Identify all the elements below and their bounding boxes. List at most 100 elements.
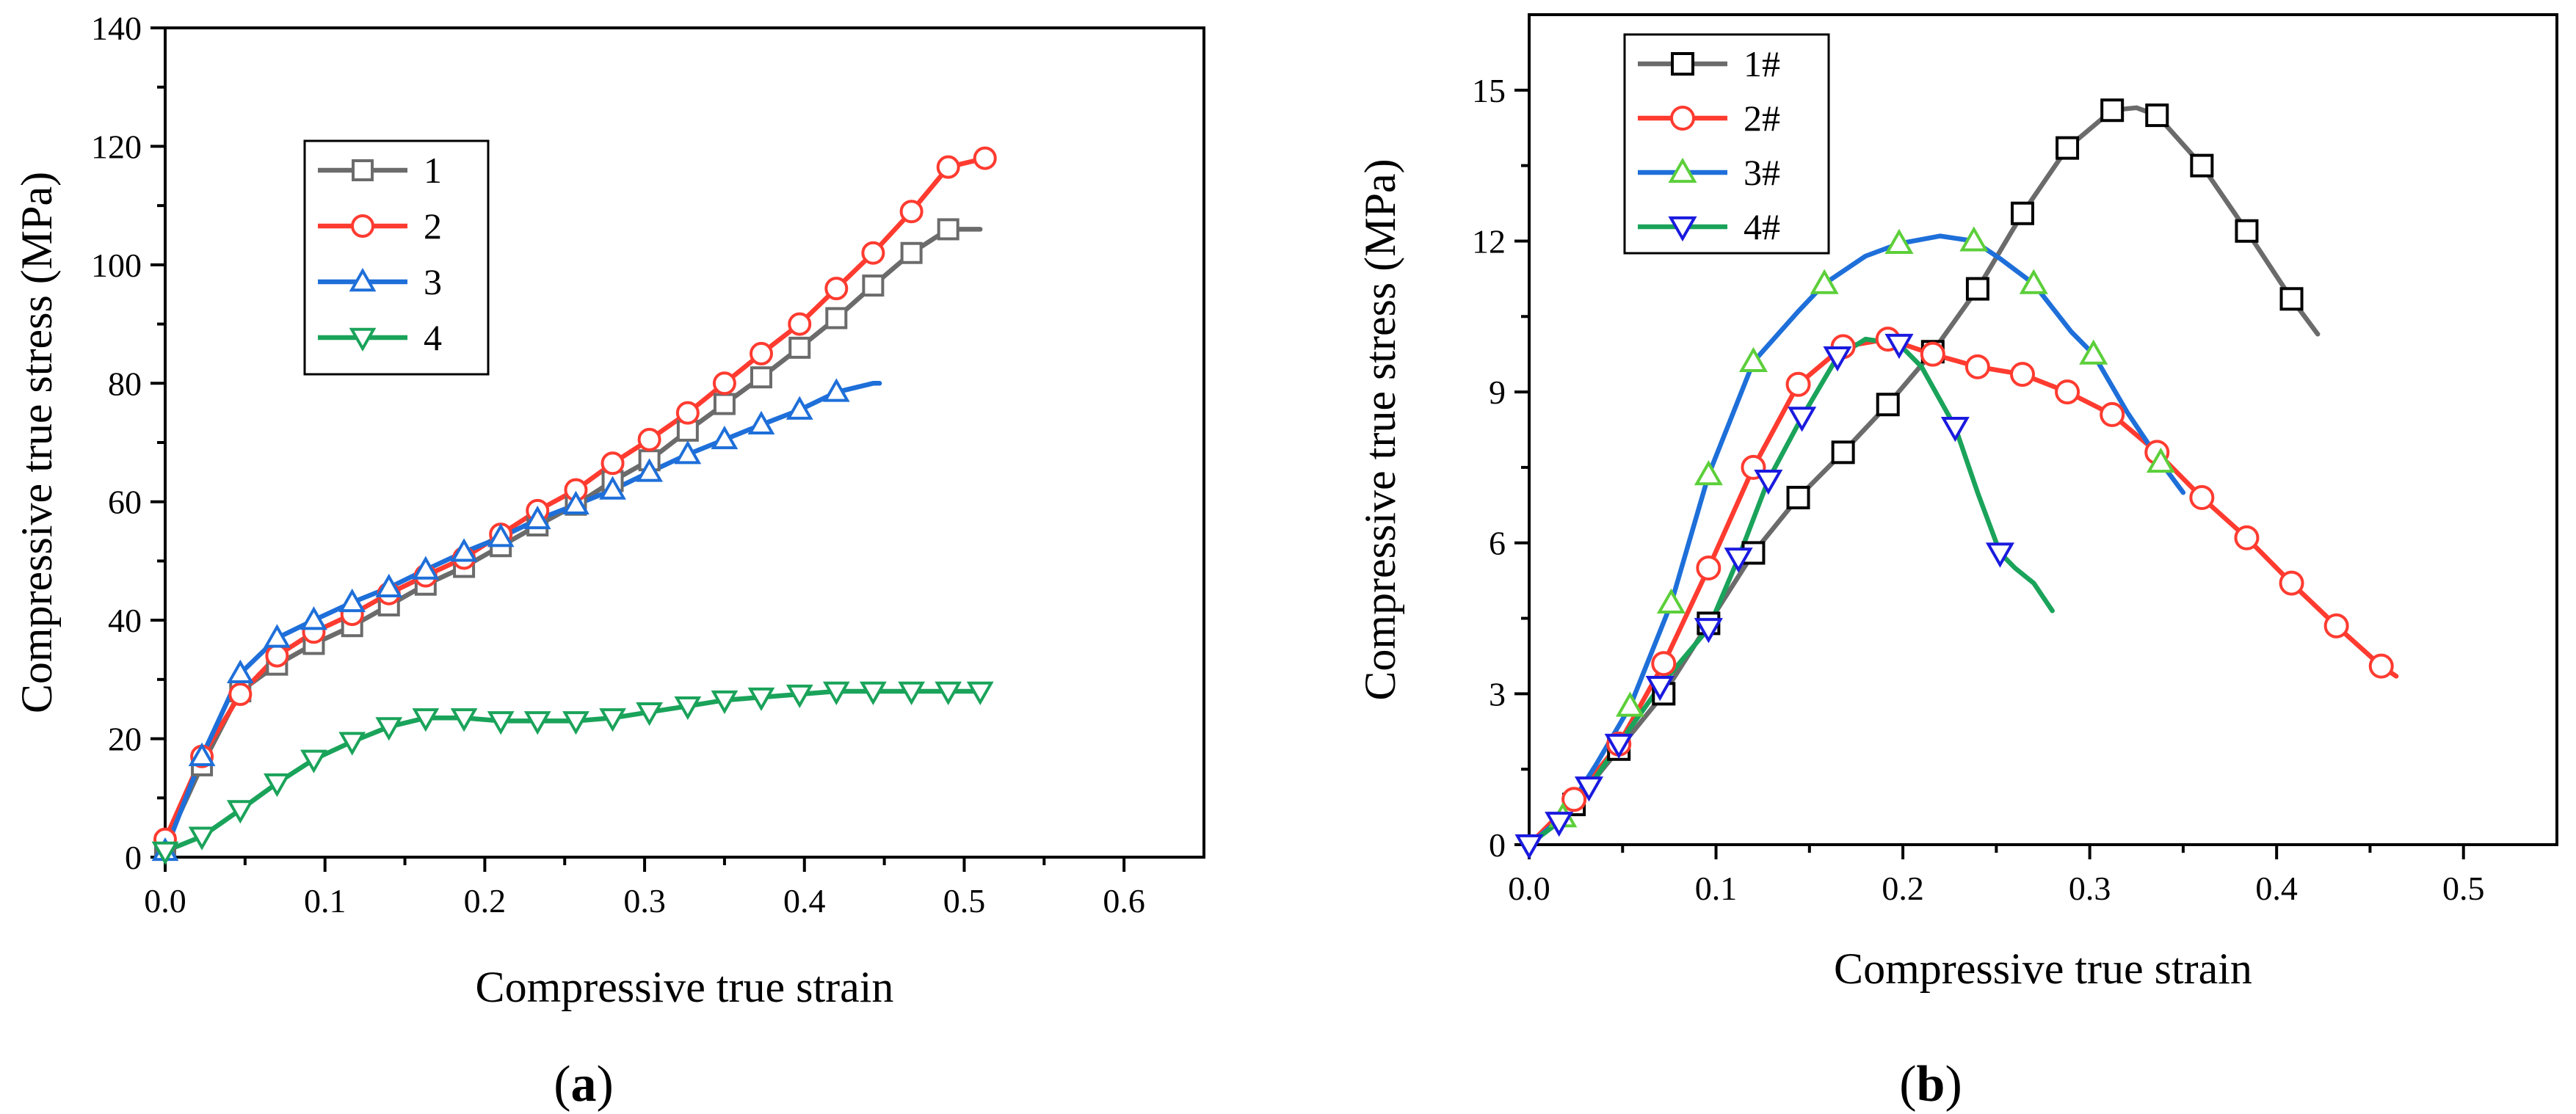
x-tick-label: 0.4 xyxy=(783,882,826,920)
legend-label-4: 4 xyxy=(424,317,442,358)
data-point-2 xyxy=(1785,371,1811,397)
data-point-4 xyxy=(375,717,403,741)
data-point-2 xyxy=(861,241,885,265)
data-point-4 xyxy=(523,711,551,735)
data-point-3 xyxy=(1810,269,1839,294)
y-tick-label: 0 xyxy=(125,839,142,876)
data-point-4 xyxy=(935,681,962,705)
data-point-2 xyxy=(2323,613,2349,638)
data-point-2 xyxy=(601,451,625,476)
data-point-1 xyxy=(788,336,811,359)
data-point-4 xyxy=(1604,733,1633,760)
data-point-3 xyxy=(338,588,366,613)
y-tick-label: 0 xyxy=(1489,826,1506,864)
data-point-3 xyxy=(599,476,626,500)
data-point-4 xyxy=(859,681,887,705)
legend-marker-4 xyxy=(349,327,377,352)
series-line-4 xyxy=(1526,336,2055,848)
legend-marker-2 xyxy=(351,214,374,238)
data-point-2 xyxy=(936,155,960,179)
data-point-2 xyxy=(265,644,289,668)
legend-marker-3 xyxy=(1668,157,1697,183)
data-point-4 xyxy=(898,681,926,705)
y-tick-label: 120 xyxy=(91,128,142,165)
y-tick-label: 3 xyxy=(1489,675,1506,713)
data-point-1 xyxy=(750,366,772,389)
data-point-4 xyxy=(1514,834,1544,860)
data-point-2 xyxy=(228,682,253,707)
data-point-1 xyxy=(900,241,923,264)
panel-label: (b) xyxy=(1899,1056,1962,1113)
data-point-2 xyxy=(637,427,661,451)
legend-marker-3 xyxy=(349,268,377,292)
data-point-1 xyxy=(2235,219,2259,243)
data-point-4 xyxy=(1545,812,1574,837)
chart-panel-a: 0.0 0.1 0.2 0.3 0.4 0.5 0.6 0 20 40 60 80 100 120 140 C… xyxy=(12,10,1205,1113)
legend-label-2: 2# xyxy=(1744,98,1780,139)
data-point-3 xyxy=(636,458,664,482)
x-axis-title: Compressive true strain xyxy=(1834,944,2252,993)
data-point-4 xyxy=(412,708,440,732)
data-point-4 xyxy=(966,681,994,705)
x-tick-label: 0.6 xyxy=(1103,882,1145,920)
data-point-1 xyxy=(825,307,848,330)
data-point-3 xyxy=(1884,228,1914,254)
data-point-4 xyxy=(1985,542,2015,568)
data-point-2 xyxy=(899,200,924,224)
data-point-2 xyxy=(2368,653,2394,679)
x-tick-label: 0.2 xyxy=(464,882,507,920)
legend-label-4: 4# xyxy=(1744,206,1780,247)
data-point-4 xyxy=(1884,333,1914,360)
data-point-3 xyxy=(1656,588,1686,614)
data-point-3 xyxy=(674,440,702,465)
data-point-1 xyxy=(1786,486,1810,510)
x-tick-label: 0.3 xyxy=(623,882,666,920)
data-point-3 xyxy=(1738,346,1768,373)
plot-area xyxy=(1514,98,2399,860)
data-point-3 xyxy=(375,573,403,597)
data-point-2 xyxy=(973,146,997,170)
data-point-2 xyxy=(2189,485,2215,511)
legend-marker-4 xyxy=(1668,216,1697,242)
x-tick-label: 0.0 xyxy=(1508,870,1550,907)
data-point-3 xyxy=(2079,339,2108,365)
series-line-2 xyxy=(1526,336,2399,848)
y-tick-label: 60 xyxy=(108,484,142,521)
data-point-1 xyxy=(2190,153,2214,178)
data-point-4 xyxy=(711,690,739,715)
data-point-3 xyxy=(300,606,327,630)
legend-label-3: 3# xyxy=(1744,152,1780,193)
data-point-4 xyxy=(1754,469,1783,495)
data-point-4 xyxy=(151,841,179,865)
x-tick-label: 0.1 xyxy=(304,882,347,920)
y-axis-title: Compressive true stress (MPa) xyxy=(12,172,61,713)
data-point-3 xyxy=(450,538,478,562)
data-point-4 xyxy=(487,711,515,735)
plot-area xyxy=(151,146,997,865)
y-tick-label: 12 xyxy=(1472,222,1506,260)
data-point-4 xyxy=(747,687,775,712)
data-point-1 xyxy=(2279,287,2304,311)
data-point-4 xyxy=(674,696,702,721)
legend: 1# 2# 3# 4# xyxy=(1623,33,1830,255)
data-point-1 xyxy=(713,393,736,415)
data-point-2 xyxy=(824,277,849,301)
legend-label-3: 3 xyxy=(424,261,442,302)
data-point-3 xyxy=(747,410,775,434)
data-point-2 xyxy=(1920,341,1945,367)
legend-label-1: 1 xyxy=(424,150,442,191)
data-point-1 xyxy=(862,274,885,297)
y-tick-label: 9 xyxy=(1489,374,1506,411)
data-point-3 xyxy=(822,378,850,402)
data-point-4 xyxy=(1823,346,1852,372)
data-point-3 xyxy=(1694,460,1723,486)
data-point-1 xyxy=(2145,103,2169,128)
data-point-2 xyxy=(712,371,736,396)
data-point-4 xyxy=(562,711,589,735)
data-point-3 xyxy=(487,523,515,547)
data-point-4 xyxy=(450,708,478,732)
y-tick-label: 40 xyxy=(108,602,142,639)
data-point-2 xyxy=(2055,379,2080,405)
data-point-2 xyxy=(2100,401,2125,427)
